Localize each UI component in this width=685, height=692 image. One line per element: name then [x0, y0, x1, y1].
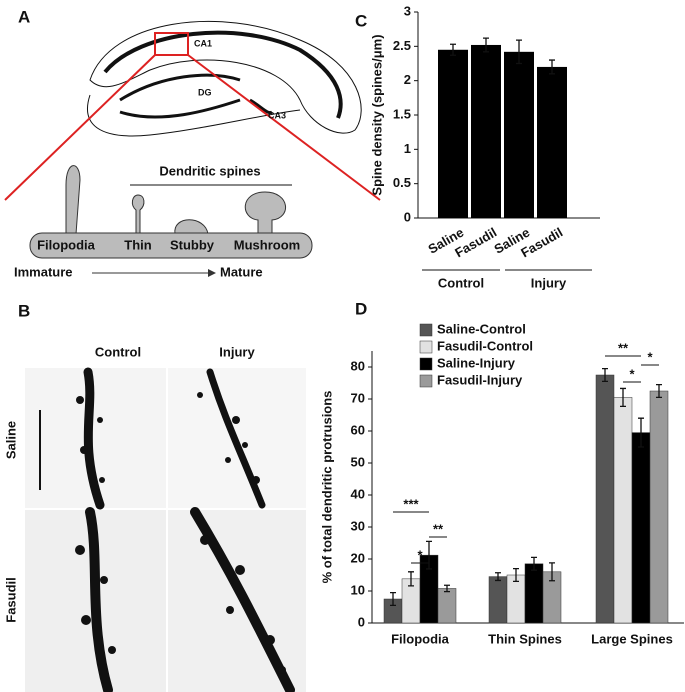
error-bar	[513, 567, 519, 583]
significance-label: *	[629, 366, 635, 381]
group-label: Injury	[531, 275, 567, 290]
y-tick-label: 70	[351, 390, 365, 405]
spine-type: Filopodia	[37, 237, 96, 252]
legend-swatch	[419, 340, 433, 354]
y-tick-label: 1.5	[393, 106, 411, 121]
error-bar	[531, 556, 537, 571]
bar	[488, 576, 508, 624]
bar	[471, 44, 501, 219]
y-tick-label: 60	[351, 422, 365, 437]
bar	[437, 588, 457, 624]
bar	[595, 374, 615, 624]
spine-type: Mushroom	[234, 237, 300, 252]
y-tick-label: 10	[351, 582, 365, 597]
error-bar	[495, 572, 501, 582]
region-label: DG	[198, 87, 212, 97]
maturity-start: Immature	[14, 264, 73, 279]
y-tick-label: 40	[351, 486, 365, 501]
bar	[649, 390, 669, 624]
row-label: Fasudil	[3, 577, 18, 623]
bar	[524, 563, 544, 624]
error-bar	[638, 417, 644, 448]
legend-swatch	[419, 357, 433, 371]
significance-label: *	[417, 547, 423, 562]
spine-type: Stubby	[170, 237, 215, 252]
legend-label: Saline-Control	[437, 321, 526, 336]
heading: Dendritic spines	[159, 163, 260, 178]
charts: 0 0.5 1 1.5 2 2.5 3 Spine density (spines/μm) Sa…	[319, 3, 684, 646]
y-tick-label: 1	[404, 141, 411, 156]
x-tick-label: Filopodia	[391, 631, 450, 646]
significance-label: ***	[403, 496, 419, 511]
y-tick-label: 3	[404, 3, 411, 18]
x-tick-label: Large Spines	[591, 631, 673, 646]
y-tick-label: 80	[351, 358, 365, 373]
bar	[537, 66, 567, 218]
error-bar	[656, 383, 662, 399]
panel-label: C	[355, 11, 367, 30]
group-label: Control	[438, 275, 484, 290]
spine-type: Thin	[124, 237, 151, 252]
bar	[506, 574, 526, 624]
y-tick-label: 0	[404, 209, 411, 224]
y-tick-label: 50	[351, 454, 365, 469]
y-tick-label: 0.5	[393, 175, 411, 190]
zoom-line	[4, 54, 156, 201]
error-bar	[426, 540, 432, 570]
panel-label: D	[355, 299, 367, 318]
region-label: CA3	[268, 110, 286, 120]
zoom-box	[154, 32, 189, 56]
hippocampus	[87, 20, 362, 137]
error-bar	[602, 367, 608, 383]
legend-label: Fasudil-Injury	[437, 372, 523, 387]
arrow-head	[208, 269, 216, 277]
column-label: Control	[95, 344, 141, 359]
error-bar	[408, 571, 414, 587]
legend-swatch	[419, 323, 433, 337]
legend-swatch	[419, 374, 433, 388]
significance-label: **	[433, 521, 444, 536]
y-tick-label: 0	[358, 614, 365, 629]
significance-label: *	[647, 349, 653, 364]
y-axis-label: % of total dendritic protrusions	[319, 391, 334, 584]
bar	[631, 432, 651, 624]
y-tick-label: 2.5	[393, 38, 411, 53]
maturity-end: Mature	[220, 264, 263, 279]
legend-label: Fasudil-Control	[437, 338, 533, 353]
legend-label: Saline-Injury	[437, 355, 516, 370]
y-axis-label: Spine density (spines/μm)	[369, 34, 384, 195]
column-label: Injury	[219, 344, 255, 359]
zoom-line	[187, 54, 381, 201]
row-label: Saline	[3, 421, 18, 459]
error-bar	[444, 584, 450, 593]
micrographs	[25, 367, 306, 692]
bar	[438, 49, 468, 219]
y-tick-label: 2	[404, 72, 411, 87]
significance-label: **	[618, 340, 629, 355]
error-bar	[549, 562, 555, 582]
x-tick-label: Thin Spines	[488, 631, 562, 646]
panel-label: B	[18, 301, 30, 320]
error-bar	[620, 387, 626, 408]
error-bar	[549, 59, 555, 75]
y-tick-label: 30	[351, 518, 365, 533]
bar	[504, 51, 534, 219]
region-label: CA1	[194, 38, 212, 48]
error-bar	[390, 591, 396, 607]
y-tick-label: 20	[351, 550, 365, 565]
bar	[613, 397, 633, 624]
error-bar	[483, 37, 489, 53]
panel-label: A	[18, 7, 30, 26]
error-bar	[516, 39, 522, 65]
error-bar	[450, 43, 456, 56]
spine-shapes	[29, 165, 313, 259]
